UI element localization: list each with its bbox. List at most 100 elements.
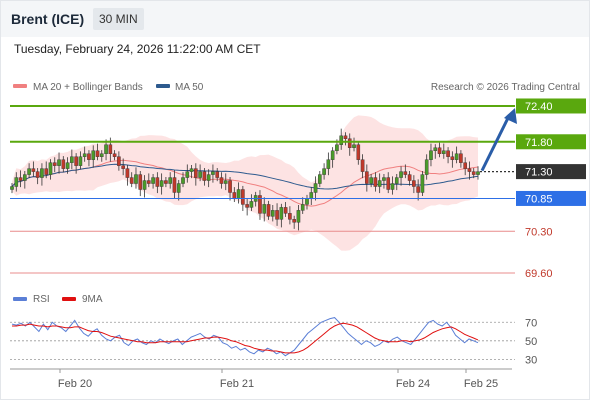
candle-body (335, 144, 339, 151)
candle-body (467, 168, 472, 172)
candle-body (450, 156, 455, 160)
candle-body (142, 180, 147, 190)
candle-body (270, 210, 275, 217)
rsi-ma-line (12, 322, 479, 354)
timestamp: Tuesday, February 24, 2026 11:22:00 AM C… (14, 42, 261, 56)
candle-body (74, 156, 78, 166)
candle-body (279, 207, 284, 220)
candle-body (275, 210, 279, 220)
rsi-plot-area: 70 50 30 (10, 317, 537, 366)
candle-body (23, 174, 27, 181)
candle-body (129, 177, 134, 184)
candle-body (292, 219, 296, 223)
level-label-resistance: 72.40 (525, 101, 553, 113)
candle-body (446, 150, 450, 157)
candle-body (309, 192, 314, 199)
level-label-pivot: 70.85 (525, 193, 553, 205)
candle-body (258, 195, 262, 214)
candle-body (326, 159, 331, 169)
candle-body (420, 174, 425, 193)
level-tag-current (516, 164, 586, 180)
rsi-tick-label: 30 (525, 354, 537, 366)
candle-body (283, 207, 288, 214)
candle-body (31, 168, 36, 172)
candle-body (70, 156, 74, 163)
candle-body (369, 177, 373, 184)
candle-body (189, 168, 194, 172)
rsi-tick-label: 50 (525, 336, 537, 348)
x-tick-label: Feb 25 (464, 378, 498, 390)
candle-body (373, 177, 378, 187)
candle-body (27, 168, 31, 175)
bollinger-band (12, 115, 478, 251)
candle-body (343, 135, 348, 139)
copyright: Research © 2026 Trading Central (431, 82, 580, 93)
candle-body (215, 171, 220, 178)
candle-body (322, 168, 326, 175)
candle-body (232, 192, 237, 199)
candle-body (151, 177, 155, 184)
ma50-line (11, 163, 479, 190)
candle-body (172, 177, 177, 193)
candle-body (181, 177, 185, 184)
candle-body (476, 171, 480, 175)
candle-body (305, 198, 309, 205)
candle-body (61, 159, 66, 169)
rsi-legend-label: RSI (33, 294, 50, 305)
candle-body (228, 180, 232, 193)
candle-body (471, 171, 476, 175)
candle-body (241, 189, 245, 205)
x-tick-label: Feb 20 (58, 378, 92, 390)
candle-body (347, 138, 352, 148)
candle-body (147, 180, 151, 184)
candle-body (365, 171, 369, 184)
candle-body (399, 171, 403, 178)
candle-body (108, 144, 113, 154)
candle-body (18, 177, 23, 181)
forecast-arrow-shaft (480, 117, 510, 172)
candle-body (377, 180, 382, 187)
candle-body (245, 204, 249, 208)
x-tick-label: Feb 21 (220, 378, 254, 390)
candle-body (211, 171, 215, 175)
candle-body (117, 156, 121, 166)
rsi-line (11, 317, 479, 357)
ma20-legend-label: MA 20 + Bollinger Bands (33, 82, 143, 93)
chart-header: Brent (ICE) 30 MIN (1, 1, 589, 37)
candle-body (356, 144, 361, 160)
candle-body (112, 153, 117, 157)
candle-body (194, 168, 198, 178)
candle-body (249, 201, 254, 208)
rsi-ma-legend-swatch (62, 297, 76, 301)
candle-body (390, 183, 395, 190)
candle-body (219, 177, 224, 184)
candle-body (198, 171, 202, 178)
candle-body (10, 186, 14, 190)
candle-body (44, 168, 49, 175)
candle-body (82, 153, 87, 157)
candle-body (40, 168, 44, 178)
levels: 72.40 71.80 71.30 70.85 70.30 69.60 (10, 98, 586, 280)
candle-body (288, 213, 292, 220)
level-label-resistance: 71.80 (525, 137, 553, 149)
candle-body (95, 150, 100, 157)
candle-body (339, 135, 343, 145)
candle-body (454, 153, 459, 160)
ma50-legend-label: MA 50 (175, 82, 204, 93)
candle-body (429, 150, 433, 160)
candle-body (99, 153, 104, 157)
candle-body (407, 174, 412, 181)
candle-body (236, 189, 241, 199)
candle-body (52, 162, 57, 166)
interval-badge[interactable]: 30 MIN (93, 8, 144, 30)
candle-body (313, 183, 318, 193)
candle-body (48, 162, 53, 175)
candle-body (441, 150, 446, 154)
candle-body (296, 210, 301, 223)
candle-body (134, 174, 138, 184)
candle-body (360, 159, 365, 172)
candle-body (352, 144, 356, 148)
candle-body (437, 147, 442, 154)
candle-body (155, 177, 160, 187)
candle-body (433, 147, 438, 151)
